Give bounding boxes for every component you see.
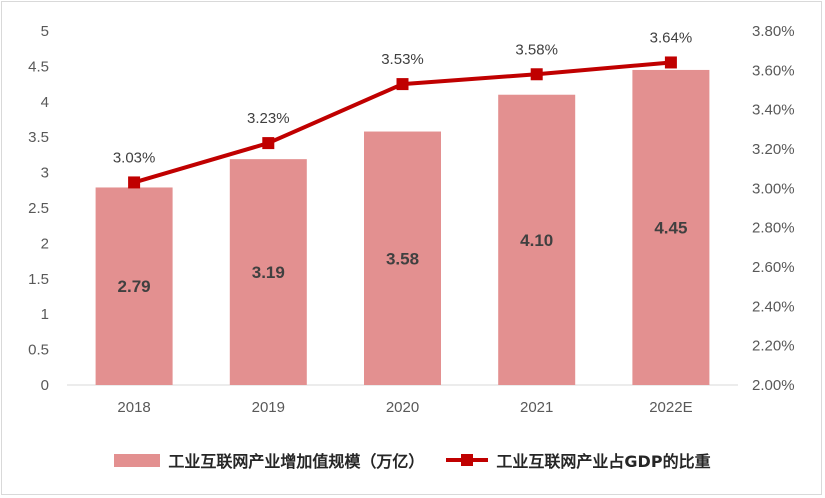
line-data-labels: 3.03% 3.23% 3.53% 3.58% 3.64% bbox=[113, 29, 692, 166]
bar bbox=[95, 187, 173, 385]
legend-swatch-line bbox=[446, 453, 489, 467]
left-axis-tick-label: 5 bbox=[41, 23, 49, 40]
line-marker bbox=[262, 137, 275, 150]
line-value-label: 3.03% bbox=[113, 149, 156, 166]
left-axis-tick-label: 0.5 bbox=[28, 342, 49, 359]
bar-value-label: 4.10 bbox=[520, 231, 553, 250]
bar bbox=[498, 94, 576, 385]
x-axis-tick-label: 2020 bbox=[386, 399, 419, 416]
right-axis-tick-label: 2.00% bbox=[752, 377, 795, 394]
right-axis-tick-label: 3.40% bbox=[752, 102, 795, 119]
left-axis-tick-label: 4.5 bbox=[28, 58, 49, 75]
chart: 0 0.5 1 1.5 2 2.5 3 3.5 4 4.5 5 2.00% 2.20% 2.40% 2.6… bbox=[28, 23, 795, 416]
bar-data-labels: 2.79 3.19 3.58 4.10 4.45 bbox=[118, 218, 688, 296]
left-axis-tick-label: 4 bbox=[41, 94, 49, 111]
legend-item-bar: 工业互联网产业增加值规模（万亿） bbox=[114, 448, 424, 472]
line-marker bbox=[396, 78, 409, 91]
left-axis-tick-label: 2 bbox=[41, 235, 49, 252]
legend: 工业互联网产业增加值规模（万亿） 工业互联网产业占GDP的比重 bbox=[0, 446, 825, 474]
right-axis-tick-label: 2.80% bbox=[752, 220, 795, 237]
legend-item-line: 工业互联网产业占GDP的比重 bbox=[446, 448, 711, 472]
bar bbox=[364, 131, 441, 385]
bar bbox=[632, 69, 710, 385]
x-axis-tick-label: 2018 bbox=[117, 399, 150, 416]
line-marker bbox=[530, 68, 543, 81]
line-value-label: 3.53% bbox=[381, 51, 424, 68]
left-axis-tick-label: 1.5 bbox=[28, 271, 49, 288]
line-value-label: 3.64% bbox=[650, 29, 693, 46]
left-axis-tick-label: 2.5 bbox=[28, 200, 49, 217]
right-axis-tick-label: 3.60% bbox=[752, 62, 795, 79]
right-axis-tick-label: 3.00% bbox=[752, 180, 795, 197]
left-axis-tick-label: 1 bbox=[41, 306, 49, 323]
line-value-label: 3.23% bbox=[247, 110, 290, 127]
right-axis-ticks: 2.00% 2.20% 2.40% 2.60% 2.80% 3.00% 3.20% 3.40%… bbox=[752, 23, 795, 394]
left-axis-tick-label: 3 bbox=[41, 165, 49, 182]
right-axis-tick-label: 2.20% bbox=[752, 338, 795, 355]
right-axis-tick-label: 2.40% bbox=[752, 298, 795, 315]
line-value-label: 3.58% bbox=[515, 41, 558, 58]
left-axis-ticks: 0 0.5 1 1.5 2 2.5 3 3.5 4 4.5 5 bbox=[28, 23, 49, 394]
bar bbox=[229, 159, 307, 385]
legend-label-line: 工业互联网产业占GDP的比重 bbox=[496, 452, 711, 471]
x-axis-tick-labels: 2018 2019 2020 2021 2022E bbox=[117, 399, 692, 416]
bar-value-label: 3.58 bbox=[386, 249, 419, 268]
bar-value-label: 2.79 bbox=[118, 277, 151, 296]
line-marker bbox=[664, 56, 677, 69]
line-marker bbox=[128, 176, 141, 189]
x-axis-tick-label: 2019 bbox=[252, 399, 285, 416]
left-axis-tick-label: 3.5 bbox=[28, 129, 49, 146]
right-axis-tick-label: 2.60% bbox=[752, 259, 795, 276]
left-axis-tick-label: 0 bbox=[41, 377, 49, 394]
x-axis-tick-label: 2021 bbox=[520, 399, 553, 416]
legend-swatch-bar bbox=[114, 453, 161, 467]
line-series bbox=[128, 56, 677, 189]
bar-value-label: 3.19 bbox=[252, 263, 285, 282]
bar-series bbox=[95, 69, 710, 385]
legend-label-bar: 工业互联网产业增加值规模（万亿） bbox=[168, 452, 425, 471]
x-axis-tick-label: 2022E bbox=[649, 399, 692, 416]
right-axis-tick-label: 3.80% bbox=[752, 23, 795, 40]
bar-value-label: 4.45 bbox=[654, 218, 687, 237]
right-axis-tick-label: 3.20% bbox=[752, 141, 795, 158]
